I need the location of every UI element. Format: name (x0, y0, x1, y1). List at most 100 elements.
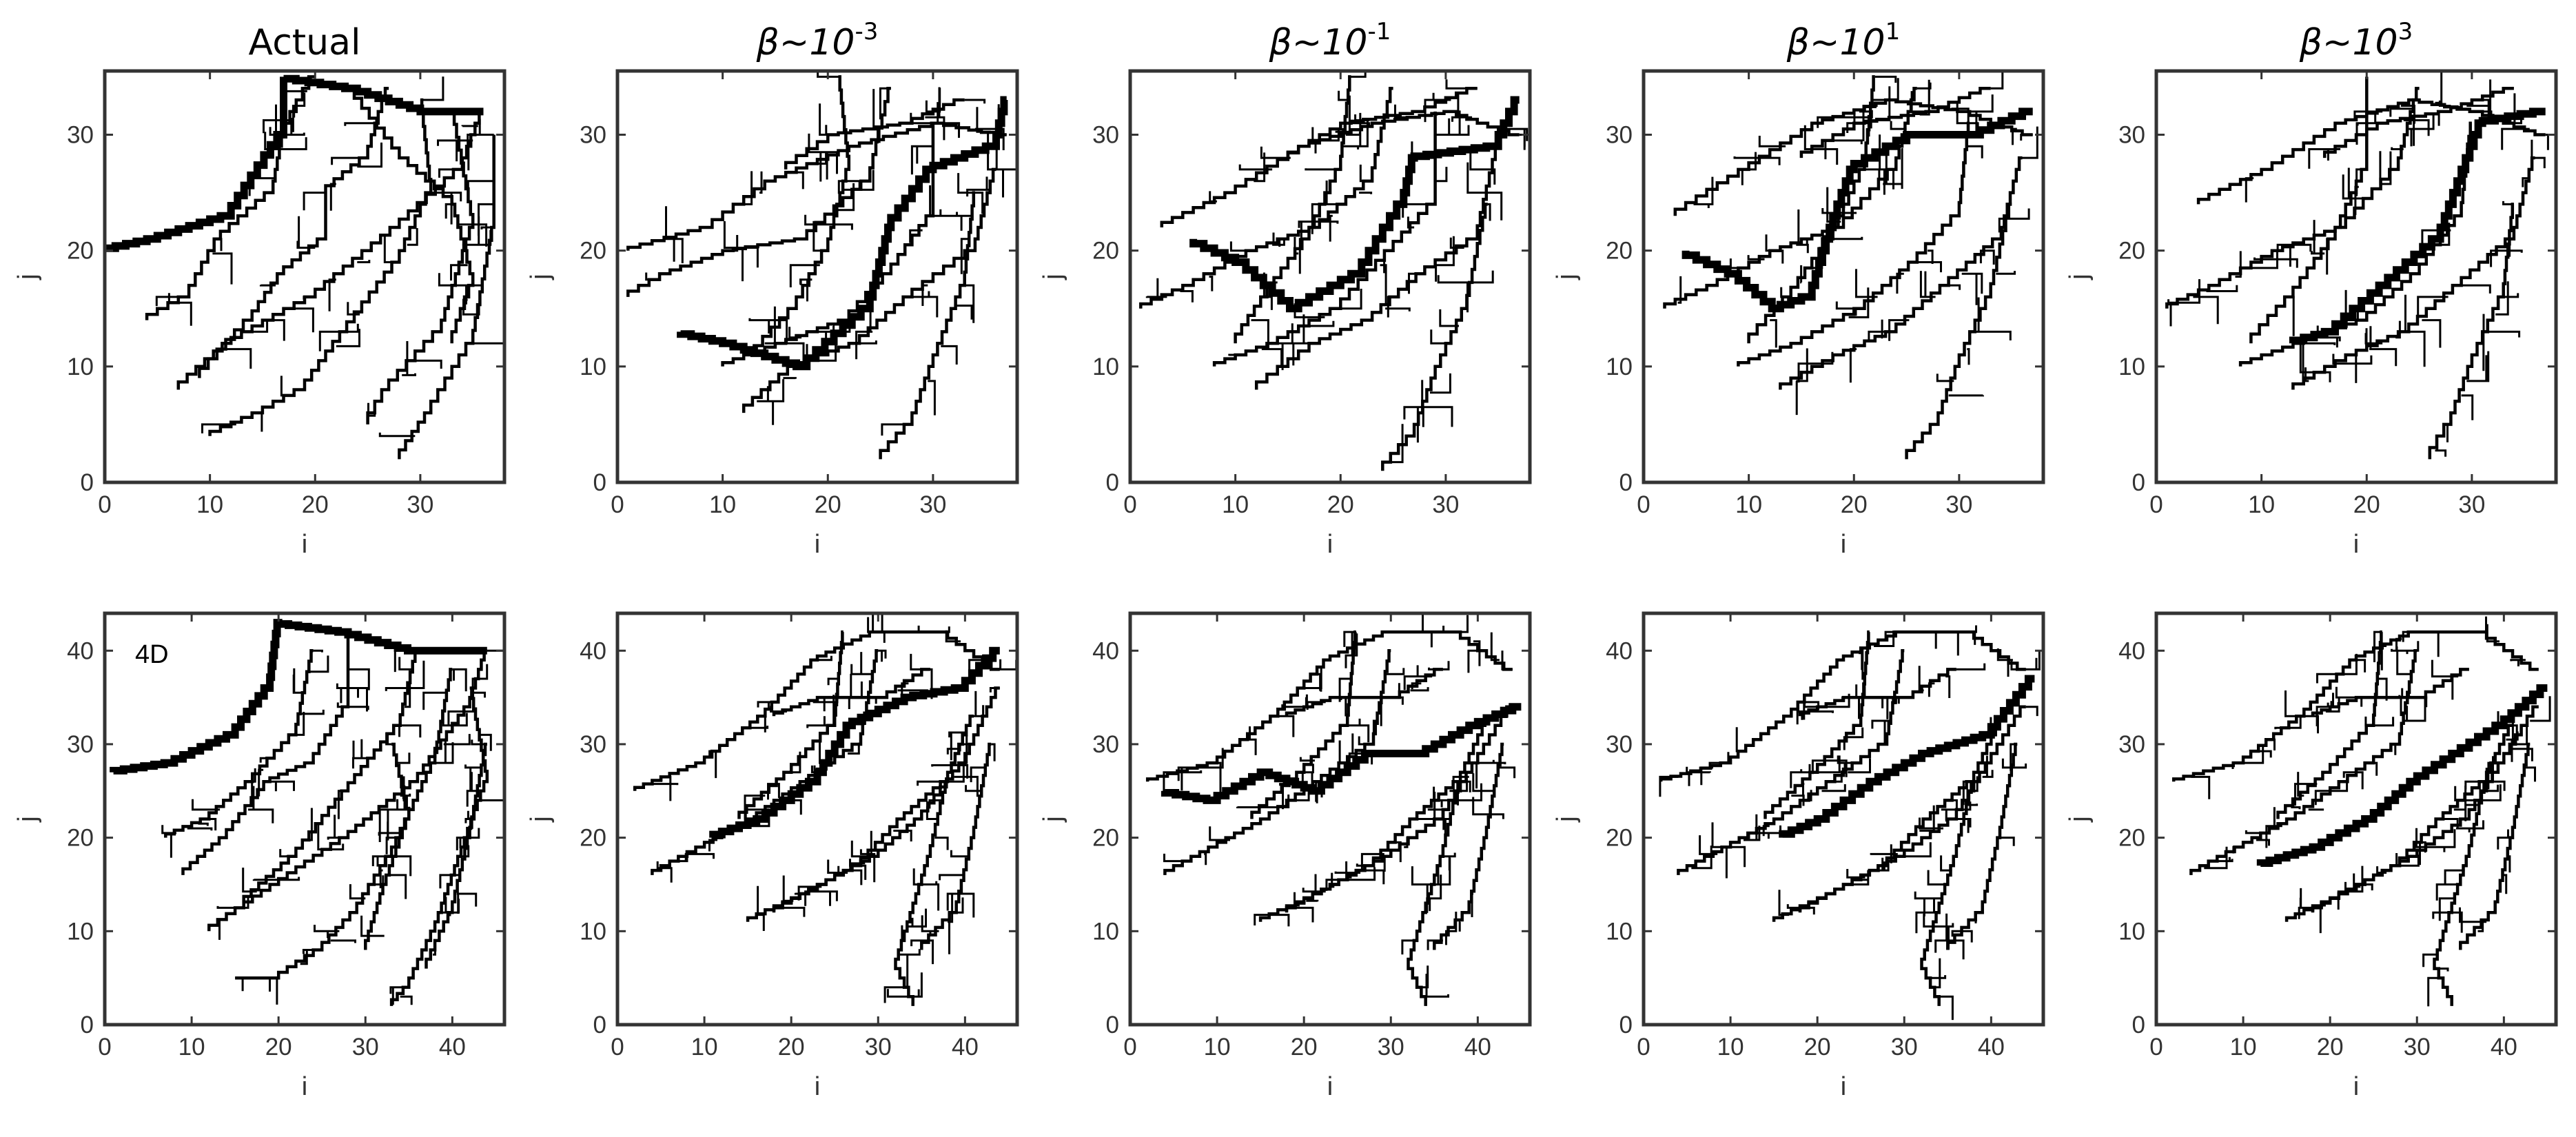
trunk-channel-3 (746, 715, 974, 922)
y-tick-label: 30 (1606, 121, 1633, 148)
trunk-channel-7 (1286, 86, 1478, 158)
main-channel (110, 619, 487, 775)
x-tick-label: 20 (2317, 1034, 2344, 1061)
y-tick-label: 30 (2118, 731, 2145, 758)
trunk-channel-3 (1772, 724, 2000, 922)
x-tick-label: 10 (1222, 491, 1249, 518)
trunk-channel-7 (347, 86, 475, 344)
panel-r1-c5: 0 10 20 30 0 10 20 30 i j β~103 (2065, 18, 2558, 559)
x-axis-label: i (1841, 1072, 1846, 1101)
x-tick-label: 0 (1637, 1034, 1650, 1061)
y-tick-label: 30 (1092, 731, 1119, 758)
trunk-channel-1 (1659, 630, 2026, 782)
x-axis-label: i (815, 530, 820, 559)
x-axis-label: i (2353, 530, 2359, 559)
trunk-channel-6 (753, 75, 851, 355)
trunk-channel-5 (198, 86, 389, 378)
river-network (105, 74, 504, 460)
trunk-channel-2 (2291, 156, 2535, 390)
x-tick-label: 0 (1123, 1034, 1136, 1061)
y-tick-label: 20 (580, 238, 606, 265)
y-tick-label: 0 (2132, 1012, 2145, 1038)
panel-r1-c1: 0 10 20 30 0 10 20 30 i j Actual (13, 22, 507, 559)
x-tick-label: 0 (2149, 491, 2163, 518)
main-channel (2289, 107, 2546, 345)
trunk-channel-3 (1212, 111, 1437, 367)
y-tick-label: 40 (1092, 637, 1119, 664)
y-tick-label: 10 (67, 354, 94, 380)
y-tick-label: 30 (580, 121, 606, 148)
river-network (1139, 71, 1529, 471)
trunk-channel-8 (920, 742, 992, 950)
x-tick-label: 0 (611, 1034, 624, 1061)
trunk-channel-6 (1250, 630, 1357, 819)
x-tick-label: 20 (1291, 1034, 1318, 1061)
y-tick-label: 20 (580, 825, 606, 852)
main-channel (709, 646, 1000, 839)
trunk-channel-5 (1920, 779, 1974, 1006)
y-tick-label: 0 (1619, 469, 1633, 496)
panel-r2-c5: 0 10 20 30 40 0 10 20 30 40 i j (2065, 611, 2558, 1101)
title-exponent: -1 (1368, 18, 1391, 45)
y-tick-label: 20 (1606, 238, 1633, 265)
axes-frame (1642, 69, 2045, 484)
panel-r2-c3: 0 10 20 30 40 0 10 20 30 40 i j (1039, 611, 1532, 1101)
river-network (110, 619, 504, 1006)
river-network (626, 71, 1017, 460)
trunk-channel-7 (1798, 668, 1956, 717)
y-tick-label: 40 (1606, 637, 1633, 664)
trunk-channel-7 (2311, 668, 2469, 717)
trunk-channel-8 (1946, 742, 2018, 950)
x-tick-label: 10 (1204, 1034, 1231, 1061)
trunk-channel-1 (176, 110, 484, 390)
y-tick-label: 10 (1606, 918, 1633, 945)
y-tick-label: 10 (1092, 354, 1119, 380)
x-tick-label: 20 (778, 1034, 805, 1061)
main-channel (677, 96, 1008, 371)
trunk-channel-6 (398, 134, 495, 460)
trunk-channel-4 (1139, 86, 1393, 309)
y-axis-label: j (526, 274, 555, 280)
trunk-channel-1 (1145, 630, 1513, 782)
x-tick-label: 10 (2248, 491, 2275, 518)
trunk-channel-4 (1663, 86, 1917, 309)
x-tick-label: 0 (1123, 491, 1136, 518)
y-tick-label: 30 (580, 731, 606, 758)
y-tick-label: 10 (580, 918, 606, 945)
axes-frame (1128, 611, 1532, 1027)
x-axis-label: i (302, 1072, 307, 1101)
x-tick-label: 10 (1735, 491, 1762, 518)
x-tick-label: 10 (178, 1034, 205, 1061)
panel-r2-c1: 0 10 20 30 40 0 10 20 30 40 i j 4D (13, 611, 507, 1101)
y-tick-label: 10 (2118, 354, 2145, 380)
x-tick-label: 40 (1978, 1034, 2005, 1061)
tributary-branches (2167, 71, 2549, 457)
x-axis-label: i (815, 1072, 820, 1101)
y-tick-label: 10 (580, 354, 606, 380)
trunk-channel-4 (2165, 86, 2420, 309)
x-tick-label: 30 (865, 1034, 892, 1061)
trunk-channel-5 (1381, 203, 1488, 471)
panel-title: β~103 (2299, 18, 2413, 63)
trunk-channel-7 (1799, 86, 1991, 158)
trunk-channel-3 (1737, 121, 1970, 367)
trunk-channel-4 (1677, 649, 1905, 875)
river-network (1145, 613, 1522, 1006)
x-tick-label: 20 (302, 491, 329, 518)
axes-frame (615, 69, 1019, 484)
trunk-channel-6 (1234, 75, 1351, 344)
y-tick-label: 0 (2132, 469, 2145, 496)
y-tick-label: 0 (593, 1012, 606, 1038)
trunk-channel-7 (2322, 86, 2514, 158)
x-tick-label: 30 (1432, 491, 1459, 518)
trunk-channel-4 (626, 86, 891, 297)
x-tick-label: 10 (709, 491, 736, 518)
title-exponent: 3 (2398, 18, 2413, 45)
panel-title: β~10-3 (756, 18, 879, 63)
y-tick-label: 0 (1106, 1012, 1119, 1038)
trunk-channel-6 (1764, 630, 1870, 819)
x-tick-label: 30 (1891, 1034, 1918, 1061)
y-tick-label: 20 (67, 238, 94, 265)
x-axis-label: i (1327, 1072, 1333, 1101)
main-channel (1189, 96, 1520, 313)
